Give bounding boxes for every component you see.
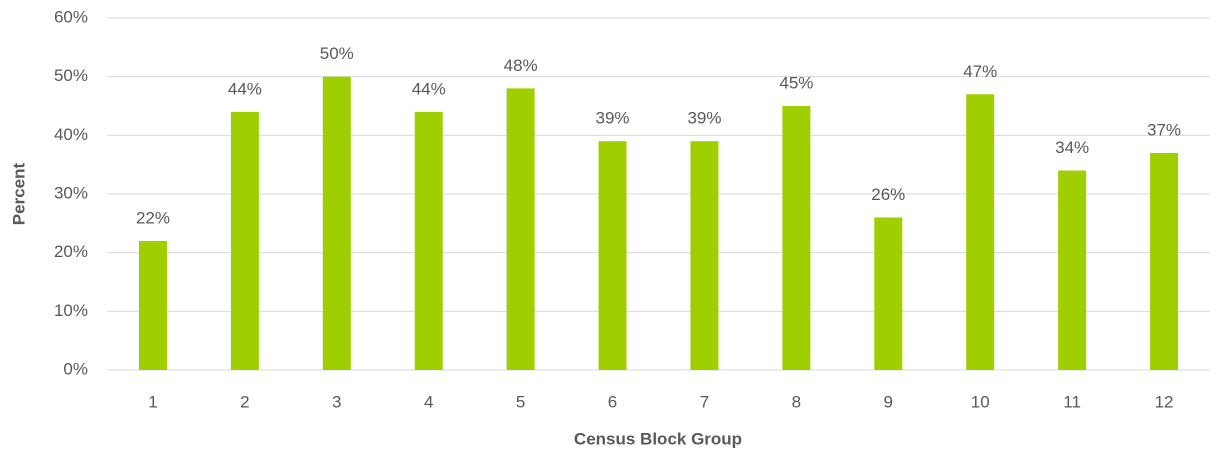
bar (1150, 152, 1179, 370)
x-tick-label: 10 (971, 392, 990, 411)
value-label: 50% (320, 44, 354, 63)
value-label: 44% (412, 79, 446, 98)
bar (1058, 170, 1087, 370)
x-tick-label: 6 (608, 392, 617, 411)
bar (138, 240, 167, 370)
value-label: 45% (779, 73, 813, 92)
y-tick-label: 0% (63, 359, 88, 378)
bar (966, 94, 995, 371)
bar (322, 76, 351, 371)
x-tick-label: 4 (424, 392, 433, 411)
value-label: 39% (596, 109, 630, 128)
y-tick-label: 20% (54, 242, 88, 261)
bar (598, 141, 627, 370)
value-label: 47% (963, 62, 997, 81)
y-tick-label: 60% (54, 7, 88, 26)
x-axis-title: Census Block Group (574, 429, 742, 448)
bar (690, 141, 719, 370)
x-tick-label: 5 (516, 392, 525, 411)
x-tick-label: 3 (332, 392, 341, 411)
value-label: 48% (504, 56, 538, 75)
value-label: 39% (687, 109, 721, 128)
y-axis-title: Percent (9, 162, 28, 225)
bar (414, 111, 443, 370)
y-tick-label: 30% (54, 183, 88, 202)
x-tick-label: 7 (700, 392, 709, 411)
x-tick-label: 12 (1155, 392, 1174, 411)
bar (230, 111, 259, 370)
x-tick-label: 2 (240, 392, 249, 411)
value-label: 34% (1055, 138, 1089, 157)
x-tick-label: 11 (1063, 392, 1081, 411)
y-tick-label: 50% (54, 66, 88, 85)
x-tick-label: 9 (884, 392, 893, 411)
x-tick-label: 8 (792, 392, 801, 411)
value-label: 22% (136, 208, 170, 227)
y-tick-label: 40% (54, 125, 88, 144)
bar (782, 106, 811, 370)
bar (874, 217, 903, 370)
y-tick-label: 10% (54, 301, 88, 320)
value-label: 37% (1147, 120, 1181, 139)
value-label: 44% (228, 79, 262, 98)
bar (506, 88, 535, 371)
x-tick-label: 1 (148, 392, 157, 411)
value-label: 26% (871, 185, 905, 204)
